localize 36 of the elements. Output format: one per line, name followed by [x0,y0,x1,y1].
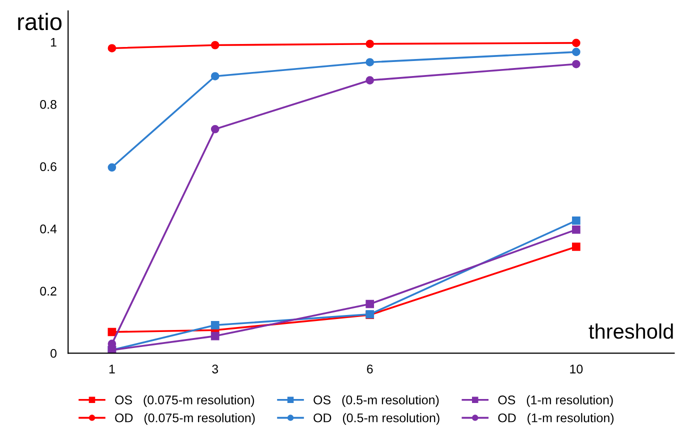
legend-label: OD (0.5-m resolution) [314,413,440,425]
y-tick-label: 0.4 [40,224,57,234]
point [572,38,580,48]
y-axis-title: ratio [18,12,62,30]
point [572,216,580,225]
point [366,76,374,84]
legend-label: OS (0.5-m resolution) [314,395,439,407]
x-tick-label: 1 [109,364,115,374]
y-tick-label: 0.8 [40,100,56,109]
legend-label: OS (0.075-m resolution) [115,395,254,407]
x-axis-title: threshold [588,323,673,339]
point [572,48,580,56]
x-tick-label: 6 [367,364,373,374]
point [210,72,220,80]
y-tick-label: 0.6 [40,162,56,172]
point [210,332,220,340]
x-tick-label: 10 [570,364,583,374]
x-tick-label: 3 [212,364,218,374]
legend-label: OD (0.075-m resolution) [115,413,255,425]
point [108,163,116,172]
point [572,60,580,68]
point [572,242,580,251]
point [210,124,220,134]
point [108,44,116,52]
point [210,320,220,330]
y-tick-label: 1 [50,38,56,47]
legend-label: OS (1-m resolution) [498,395,613,407]
point [572,225,580,234]
point [366,58,374,66]
y-tick-label: 0 [50,348,56,358]
point [366,300,374,308]
point [366,40,374,48]
point [108,328,116,336]
point [210,40,220,50]
legend-label: OD (1-m resolution) [498,413,614,425]
y-tick-label: 0.2 [40,286,56,296]
